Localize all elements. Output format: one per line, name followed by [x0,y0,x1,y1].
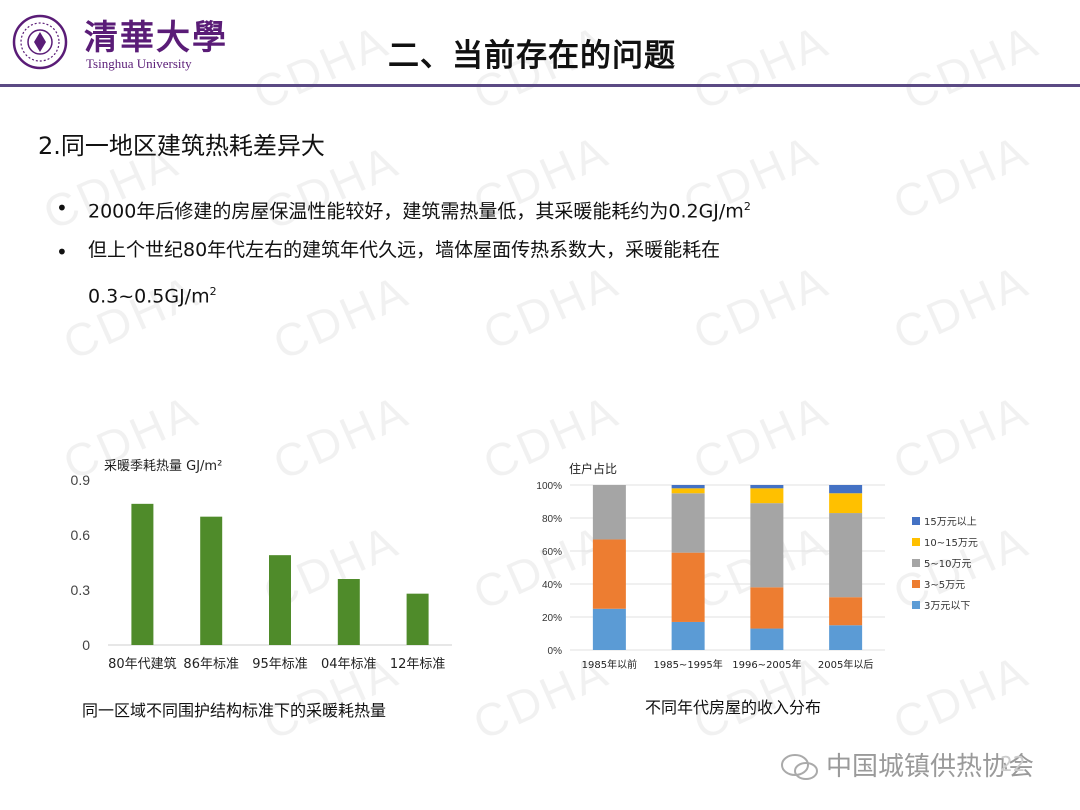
university-seal-icon [12,14,68,70]
chart1-xtick: 80年代建筑 [108,656,177,672]
chart2-segment [592,539,626,609]
chart2-segment [829,485,863,494]
watermark-text: CDHA [895,14,1047,120]
chart2-xtick: 2005年以后 [818,658,873,671]
chart2-xtick: 1985~1995年 [653,658,722,671]
chart2-segment [592,485,626,540]
chart2-segment [750,488,784,504]
chart2-legend-label: 15万元以上 [924,516,977,528]
chart2-ytick: 100% [536,481,562,492]
chart2-legend-swatch [912,538,920,546]
chart2-segment [750,628,784,650]
chart2-segment [750,587,784,629]
chart1-bar [131,503,154,645]
chart2-ytick: 0% [548,646,563,657]
chart1-ytick: 0.6 [71,527,91,543]
chart1-ytick: 0.9 [71,472,91,488]
watermark-text: CDHA [685,14,837,120]
heat-consumption-bar-chart: 采暖季耗热量 GJ/m² 0 0.3 0.6 0.9 80年代建筑 86年标准 95年标准 04… [71,459,452,672]
chart2-ytick: 20% [542,613,562,624]
chart1-xtick: 12年标准 [390,657,446,672]
bullet-2-line1: 但上个世纪80年代左右的建筑年代久远，墙体屋面传热系数大，采暖能耗在 [88,239,721,261]
chart2-caption: 不同年代房屋的收入分布 [645,698,822,717]
chart2-legend-swatch [912,559,920,567]
bullet-text-2: 但上个世纪80年代左右的建筑年代久远，墙体屋面传热系数大，采暖能耗在 0.3~0.… [88,229,948,317]
chart2-xtick: 1996~2005年 [732,658,801,671]
chart2-legend-label: 10~15万元 [924,538,978,549]
bullet-marker-1: • [56,196,68,220]
chart2-legend-label: 3~5万元 [924,580,965,591]
chart1-title: 采暖季耗热量 GJ/m² [104,459,222,474]
chart2-legend-swatch [912,601,920,609]
chart1-bar [337,579,360,645]
chart2-segment [671,488,705,494]
bullet-marker-2: • [56,240,68,264]
bullet-text-1: 2000年后修建的房屋保温性能较好，建筑需热量低，其采暖能耗约为0.2GJ/m2 [88,186,948,232]
logo-chinese-text: 清華大學 [84,18,228,58]
page-title: 二、当前存在的问题 [388,38,676,74]
chart2-title: 住户占比 [569,461,617,476]
chart2-legend-label: 3万元以下 [924,601,970,612]
chart2-segment [671,485,705,489]
income-distribution-stacked-chart: 住户占比 0% 20% 40% 60% 80% 100% 1985年以前 1985~1995年 1… [536,461,978,671]
header-divider [0,84,1080,87]
watermark-text: CDHA [245,14,397,120]
chart2-segment [671,621,705,650]
chart1-bar [406,593,429,645]
page-number: 22 [1000,752,1026,776]
bullet-2-sup: 2 [209,285,217,298]
chart2-ytick: 80% [542,514,562,525]
chart2-segment [829,493,863,514]
chart1-xtick: 04年标准 [321,657,377,672]
chart2-ytick: 60% [542,547,562,558]
chart1-xtick: 86年标准 [183,657,239,672]
chart1-ytick: 0 [82,637,90,653]
chart2-segment [829,513,863,598]
chart1-caption: 同一区域不同围护结构标准下的采暖耗热量 [82,701,387,720]
chart1-xtick: 95年标准 [252,657,308,672]
bullet-1-main: 2000年后修建的房屋保温性能较好，建筑需热量低，其采暖能耗约为0.2GJ/m [88,200,744,223]
chart2-legend-swatch [912,517,920,525]
chart2-legend-swatch [912,580,920,588]
chart2-segment [750,503,784,588]
chart2-ytick: 40% [542,580,562,591]
chart2-segment [829,597,863,626]
chart2-segment [592,608,626,650]
bullet-2-line2: 0.3~0.5GJ/m [88,285,210,308]
wechat-icon [781,754,818,780]
bullet-1-sup: 2 [743,200,751,213]
chart2-legend-label: 5~10万元 [924,559,971,570]
chart1-ytick: 0.3 [71,582,91,598]
chart2-segment [671,493,705,553]
section-heading: 2.同一地区建筑热耗差异大 [38,132,325,160]
chart1-bar [200,516,223,645]
chart2-xtick: 1985年以前 [582,658,637,671]
chart1-bar [269,555,291,645]
chart2-segment [750,485,784,489]
logo-english-text: Tsinghua University [86,56,192,71]
chart2-segment [671,552,705,622]
footer-brand: 中国城镇供热协会 [826,752,1035,782]
chart2-segment [829,625,863,650]
